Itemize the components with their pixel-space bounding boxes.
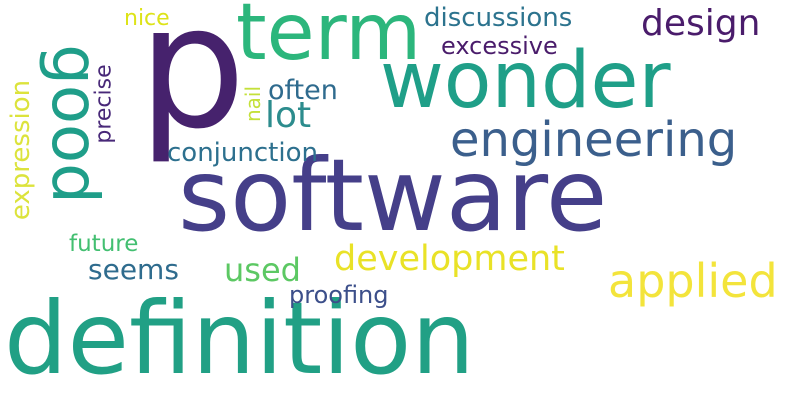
word-definition: definition bbox=[4, 280, 475, 397]
word-design: design bbox=[641, 3, 761, 44]
word-nail: nail bbox=[241, 85, 266, 123]
word-excessive: excessive bbox=[441, 32, 558, 60]
word-development: development bbox=[334, 239, 565, 279]
word-term: term bbox=[236, 0, 422, 78]
word-p: p bbox=[138, 0, 246, 167]
word-future: future bbox=[69, 231, 139, 257]
word-applied: applied bbox=[608, 254, 778, 308]
word-conjunction: conjunction bbox=[167, 138, 318, 168]
word-wonder: wonder bbox=[380, 36, 671, 126]
word-precise: precise bbox=[91, 64, 117, 144]
word-software: software bbox=[178, 137, 608, 254]
word-nice: nice bbox=[124, 6, 170, 31]
word-often: often bbox=[268, 75, 338, 106]
word-proofing: proofing bbox=[289, 281, 389, 309]
word-discussions: discussions bbox=[424, 3, 573, 33]
word-seems: seems bbox=[88, 253, 179, 286]
word-used: used bbox=[224, 251, 301, 289]
word-lot: lot bbox=[265, 95, 312, 136]
word-engineering: engineering bbox=[450, 112, 738, 168]
word-expression: expression bbox=[6, 79, 37, 221]
